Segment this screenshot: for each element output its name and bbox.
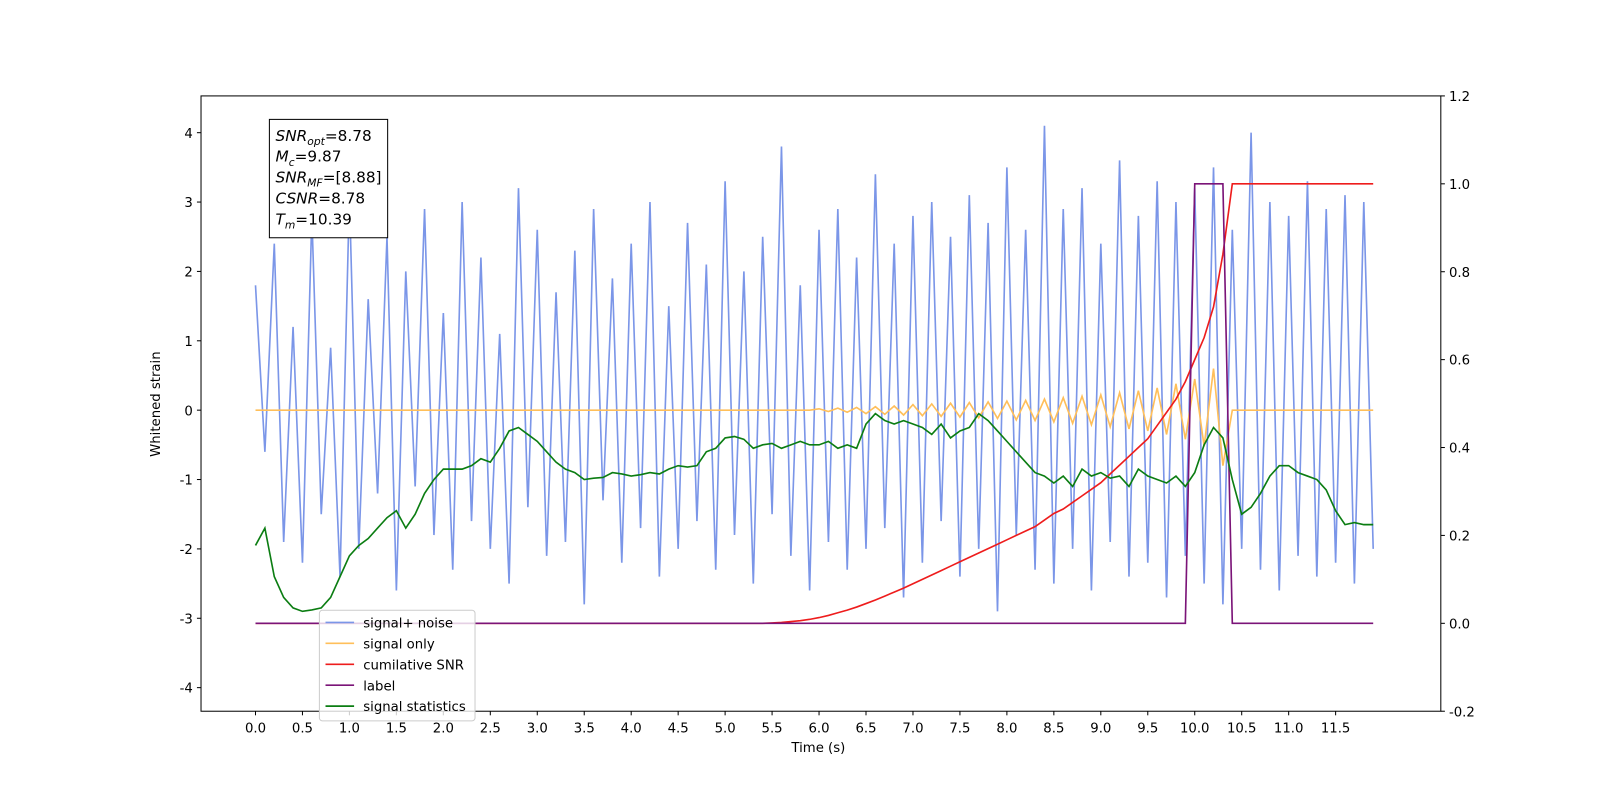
annotation-line: SNRMF=[8.88] — [276, 169, 382, 190]
x-tick-label: 11.0 — [1274, 722, 1304, 737]
x-tick-label: 8.0 — [996, 722, 1017, 737]
x-tick-label: 5.5 — [762, 722, 783, 737]
ticks: 0.0 0.5 1.0 1.5 2.0 2.5 3.0 3.5 4.0 4.5 5.0 5.5 6.0 6… — [180, 90, 1475, 737]
x-tick-label: 6.5 — [855, 722, 876, 737]
annotation-value: =9.87 — [295, 148, 342, 166]
x-tick-label: 2.0 — [433, 722, 454, 737]
y-tick-label: -2 — [180, 543, 193, 558]
x-tick-label: 1.0 — [339, 722, 360, 737]
annotation-value: =8.78 — [318, 190, 365, 208]
y2-tick-label: 1.0 — [1449, 178, 1470, 193]
y-tick-label: 2 — [184, 266, 192, 281]
annotation-value: =[8.88] — [323, 169, 382, 187]
x-tick-label: 9.5 — [1137, 722, 1158, 737]
annotation-line: SNRopt=8.78 — [276, 127, 372, 148]
legend-label: signal only — [363, 637, 435, 652]
x-tick-label: 5.0 — [715, 722, 736, 737]
x-tick-label: 1.5 — [386, 722, 407, 737]
y-tick-label: -1 — [180, 474, 193, 489]
annotation-value: =10.39 — [295, 210, 352, 228]
y2-tick-label: 0.6 — [1449, 354, 1470, 369]
annotation-line: Mc=9.87 — [276, 148, 342, 169]
legend-label: signal statistics — [363, 700, 466, 715]
x-tick-label: 2.5 — [480, 722, 501, 737]
annotation-sub: MF — [307, 177, 323, 190]
annotation-base: M — [276, 148, 289, 166]
y-axis-label: Whitened strain — [149, 351, 164, 456]
x-tick-label: 4.5 — [668, 722, 689, 737]
annotation-sub: c — [289, 156, 295, 169]
annotation-base: SNR — [276, 127, 308, 145]
legend-frame — [318, 609, 476, 722]
annotation-base: CSNR — [276, 190, 319, 208]
y-tick-label: -4 — [180, 682, 193, 697]
x-tick-label: 10.5 — [1227, 722, 1257, 737]
y2-tick-label: 0.8 — [1449, 266, 1470, 281]
annotation-base: SNR — [276, 169, 308, 187]
y2-tick-label: 0.4 — [1449, 442, 1470, 457]
y-tick-label: 0 — [184, 404, 192, 419]
y2-tick-label: 1.2 — [1449, 90, 1470, 105]
legend: signal+ noise signal only cumilative SNR la… — [318, 609, 476, 722]
annotation-value: =8.78 — [325, 127, 372, 145]
x-tick-label: 9.0 — [1090, 722, 1111, 737]
axes-frame — [200, 95, 1442, 712]
y2-tick-label: -0.2 — [1449, 705, 1475, 720]
y-tick-label: 4 — [184, 127, 192, 142]
annotation-box: SNRopt=8.78Mc=9.87SNRMF=[8.88]CSNR=8.78T… — [268, 118, 389, 239]
x-tick-label: 3.0 — [527, 722, 548, 737]
series-line — [255, 368, 1374, 466]
y2-tick-label: 0.2 — [1449, 530, 1470, 545]
x-tick-label: 6.0 — [809, 722, 830, 737]
y-tick-label: -3 — [180, 612, 193, 627]
y-tick-label: 1 — [184, 335, 192, 350]
y2-tick-label: 0.0 — [1449, 617, 1470, 632]
x-tick-label: 0.0 — [245, 722, 266, 737]
annotation-sub: opt — [307, 135, 325, 148]
x-tick-label: 7.0 — [902, 722, 923, 737]
x-axis-label: Time (s) — [790, 741, 845, 756]
x-tick-label: 0.5 — [292, 722, 313, 737]
annotation-sub: m — [285, 219, 295, 232]
x-tick-label: 8.5 — [1043, 722, 1064, 737]
x-tick-label: 10.0 — [1180, 722, 1210, 737]
annotation-base: T — [276, 210, 287, 228]
annotation-frame — [268, 118, 389, 239]
legend-label: cumilative SNR — [363, 658, 464, 673]
legend-label: signal+ noise — [363, 617, 453, 632]
x-tick-label: 7.5 — [949, 722, 970, 737]
legend-label: label — [363, 679, 395, 694]
annotation-line: Tm=10.39 — [276, 210, 352, 231]
annotation-line: CSNR=8.78 — [276, 190, 366, 208]
x-tick-label: 3.5 — [574, 722, 595, 737]
y-tick-label: 3 — [184, 196, 192, 211]
x-tick-label: 4.0 — [621, 722, 642, 737]
series-line — [254, 412, 1374, 613]
x-tick-label: 11.5 — [1321, 722, 1351, 737]
